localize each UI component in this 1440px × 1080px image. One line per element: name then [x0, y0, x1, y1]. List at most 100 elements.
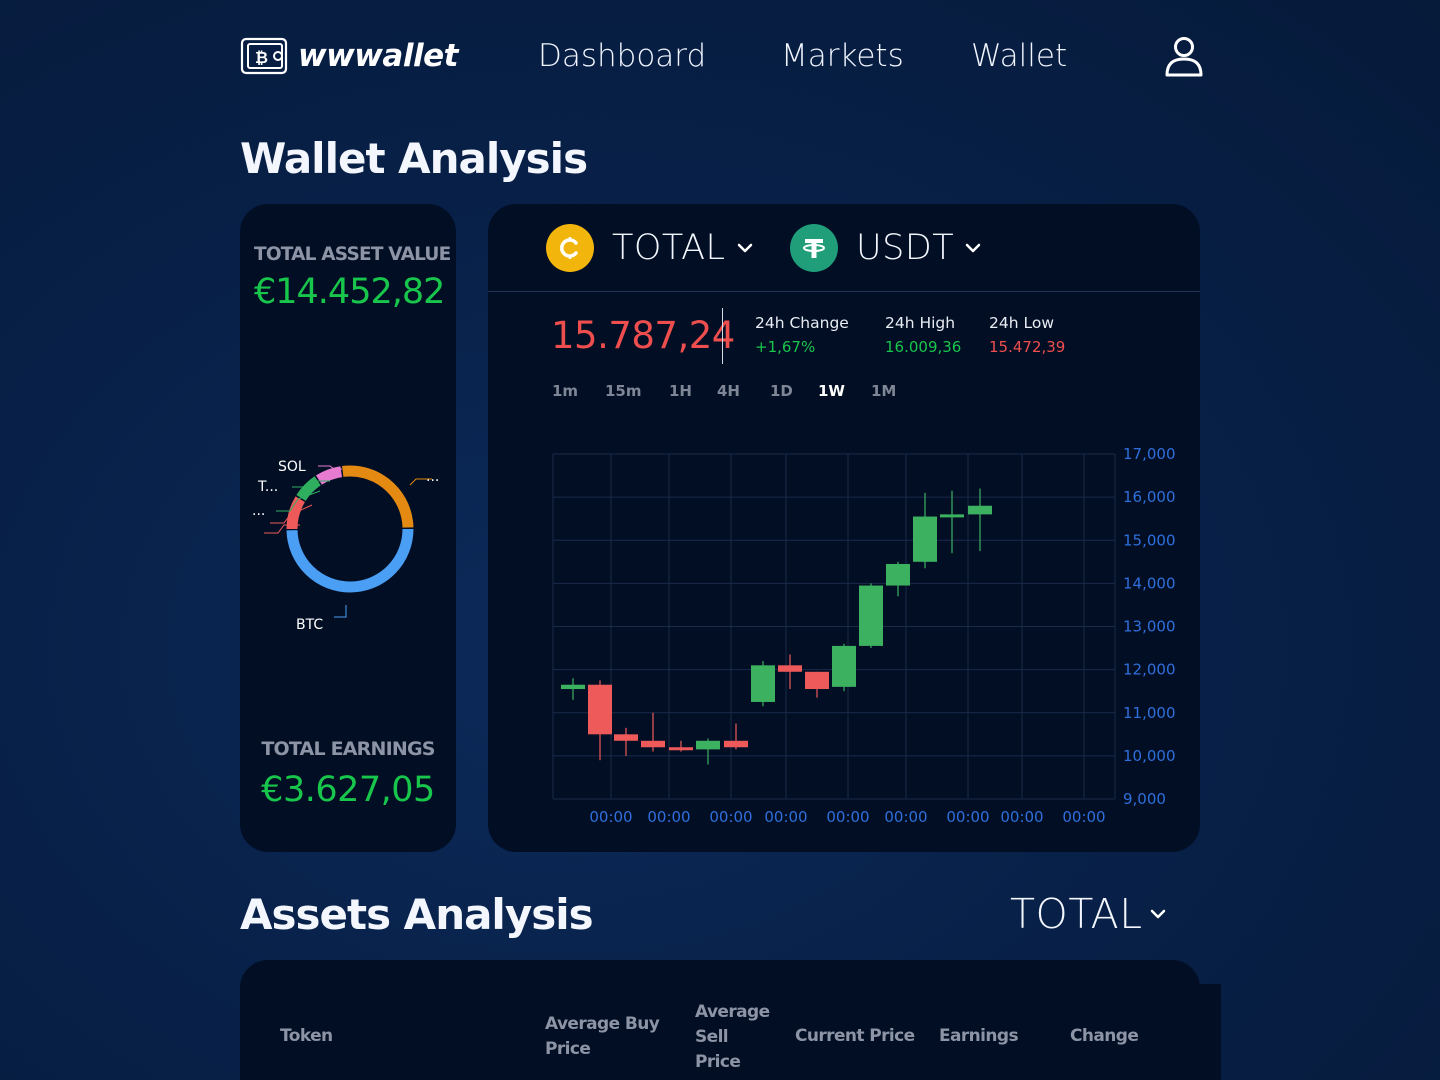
y-axis-tick-label: 14,000: [1123, 574, 1176, 592]
column-header-current-price[interactable]: Current Price: [795, 1026, 915, 1046]
candle[interactable]: [805, 671, 829, 698]
timeframe-tab-1w[interactable]: 1W: [818, 382, 845, 400]
x-axis-tick-label: 00:00: [764, 808, 807, 826]
tether-icon: [790, 224, 838, 272]
candle[interactable]: [641, 712, 665, 752]
candle[interactable]: [778, 654, 802, 690]
page-title: Wallet Analysis: [240, 134, 588, 183]
candle-body: [886, 563, 910, 586]
timeframe-tab-1m[interactable]: 1m: [552, 382, 579, 400]
candle-body: [832, 645, 856, 687]
svg-text:₿: ₿: [255, 48, 268, 67]
candle-body: [614, 734, 638, 741]
candle[interactable]: [913, 492, 937, 569]
candle-body: [913, 516, 937, 562]
candle[interactable]: [614, 727, 638, 756]
stat-value: 16.009,36: [885, 338, 962, 356]
timeframe-tab-15m[interactable]: 15m: [605, 382, 642, 400]
candle[interactable]: [968, 488, 992, 552]
donut-segment-orange[interactable]: [285, 464, 415, 594]
y-axis-tick-label: 12,000: [1123, 661, 1176, 679]
timeframe-tab-4h[interactable]: 4H: [717, 382, 740, 400]
x-axis-tick-label: 00:00: [826, 808, 869, 826]
sol-label: SOL: [278, 459, 306, 475]
sol-leader-line: [318, 465, 342, 470]
y-axis-tick-label: 10,000: [1123, 747, 1176, 765]
dots-label: ...: [426, 469, 439, 485]
x-axis-tick-label: 00:00: [709, 808, 752, 826]
quote-asset-label: USDT: [856, 228, 955, 268]
y-axis-tick-label: 13,000: [1123, 618, 1176, 636]
x-axis-tick-label: 00:00: [1000, 808, 1043, 826]
t-leader-line: [292, 480, 330, 488]
candle[interactable]: [859, 583, 883, 649]
nav-markets[interactable]: Markets: [781, 38, 904, 74]
candle[interactable]: [832, 643, 856, 692]
chevron-down-icon: [965, 243, 981, 253]
column-header-change[interactable]: Change: [1070, 1026, 1139, 1046]
total-earnings-value: €3.627,05: [261, 770, 435, 810]
x-axis-tick-label: 00:00: [647, 808, 690, 826]
candle-body: [805, 671, 829, 690]
assets-filter-selector[interactable]: TOTAL: [1010, 890, 1167, 938]
column-header-avg-buy-price[interactable]: Average Buy Price: [545, 1014, 660, 1059]
t-label: T...: [257, 479, 278, 495]
total-earnings-label: TOTAL EARNINGS: [261, 738, 435, 760]
user-icon[interactable]: [1162, 34, 1206, 78]
candle[interactable]: [588, 680, 612, 761]
chevron-down-icon: [737, 243, 752, 253]
column-header-avg-sell-price[interactable]: Average Sell Price: [695, 1002, 770, 1072]
header-divider: [488, 291, 1200, 292]
candle-body: [641, 740, 665, 748]
red-leader-line: [264, 524, 300, 534]
btc-label: BTC: [296, 617, 323, 629]
stat-label: 24h Change: [755, 314, 849, 332]
base-asset-label: TOTAL: [612, 228, 726, 268]
orange-leader-line: [409, 478, 432, 486]
candle[interactable]: [940, 490, 964, 554]
candle[interactable]: [886, 561, 910, 597]
current-price: 15.787,24: [551, 314, 735, 357]
coin-c-icon: [546, 224, 594, 272]
candlestick-chart[interactable]: 17,000 16,000 15,000 14,000 13,000 12,000 11,0…: [488, 434, 1200, 844]
total-asset-value: €14.452,82: [254, 272, 445, 312]
timeframe-tab-1m[interactable]: 1M: [871, 382, 897, 400]
nav-dashboard[interactable]: Dashboard: [538, 38, 707, 74]
candle-body: [696, 740, 720, 750]
candle-body: [669, 747, 693, 751]
allocation-donut-chart[interactable]: SOL T... ... ... BTC: [250, 429, 450, 629]
nav-wallet[interactable]: Wallet: [971, 38, 1068, 74]
donut-segment-red[interactable]: [286, 465, 414, 593]
column-header-earnings[interactable]: Earnings: [939, 1026, 1019, 1046]
candle-body: [859, 585, 883, 646]
timeframe-tab-1d[interactable]: 1D: [770, 382, 793, 400]
candle[interactable]: [724, 723, 748, 750]
candle[interactable]: [751, 661, 775, 707]
stat-24h-high: 24h High 16.009,36: [885, 314, 961, 356]
stat-value: 15.472,39: [989, 338, 1066, 356]
brand-name: wwwallet: [298, 38, 458, 74]
y-axis-tick-label: 16,000: [1123, 488, 1176, 506]
brand-logo[interactable]: ₿ wwwallet: [240, 36, 458, 76]
candle-body: [968, 505, 992, 515]
column-header-token[interactable]: Token: [280, 1026, 333, 1046]
timeframe-tab-1h[interactable]: 1H: [669, 382, 692, 400]
candle-body: [751, 665, 775, 702]
candle[interactable]: [669, 740, 693, 752]
candle[interactable]: [696, 738, 720, 765]
stat-value: +1,67%: [755, 338, 816, 356]
candle-body: [940, 514, 964, 518]
stat-24h-low: 24h Low 15.472,39: [989, 314, 1065, 356]
x-axis-tick-label: 00:00: [1062, 808, 1105, 826]
dots-label: ...: [252, 503, 265, 519]
donut-segment-sol[interactable]: [270, 449, 430, 609]
candle[interactable]: [561, 678, 585, 700]
base-asset-selector[interactable]: TOTAL: [546, 224, 754, 272]
x-axis-tick-label: 00:00: [946, 808, 989, 826]
assets-table: Token Average Buy Price Average Sell Pri…: [240, 960, 1200, 1080]
price-divider: [722, 308, 723, 364]
quote-asset-selector[interactable]: USDT: [790, 224, 982, 272]
y-axis-tick-label: 11,000: [1123, 704, 1176, 722]
total-asset-value-label: TOTAL ASSET VALUE: [254, 244, 451, 265]
donut-segment-btc[interactable]: [286, 465, 414, 593]
